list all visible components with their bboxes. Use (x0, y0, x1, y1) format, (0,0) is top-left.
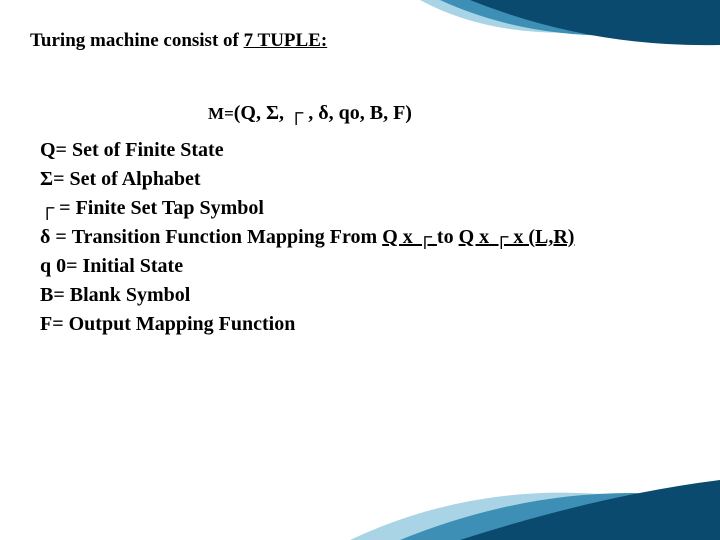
tuple-prefix: M= (208, 104, 234, 123)
heading-underlined: 7 TUPLE: (244, 30, 328, 51)
tuple-body: (Q, Σ, ┌ , δ, qo, B, F) (234, 102, 412, 124)
def-delta-text: δ = Transition Function Mapping From (40, 226, 382, 248)
heading: Turing machine consist of 7 TUPLE: (30, 30, 690, 52)
def-q: Q= Set of Finite State (40, 137, 690, 164)
decorative-swoosh-bottom (0, 400, 720, 540)
def-q0: q 0= Initial State (40, 253, 690, 280)
def-gamma: ┌ = Finite Set Tap Symbol (40, 195, 690, 222)
def-delta-u1: Q x ┌ (382, 226, 437, 248)
tuple-notation: M=(Q, Σ, ┌ , δ, qo, B, F) (30, 102, 690, 125)
def-b: B= Blank Symbol (40, 282, 690, 309)
def-delta: δ = Transition Function Mapping From Q x… (40, 224, 690, 251)
def-f: F= Output Mapping Function (40, 311, 690, 338)
def-delta-mid: to (437, 226, 459, 248)
def-sigma: Σ= Set of Alphabet (40, 166, 690, 193)
heading-text: Turing machine consist of (30, 30, 244, 51)
slide-content: Turing machine consist of 7 TUPLE: M=(Q,… (30, 30, 690, 340)
definition-list: Q= Set of Finite State Σ= Set of Alphabe… (30, 137, 690, 338)
def-delta-u2: Q x ┌ x (L,R) (459, 226, 575, 248)
